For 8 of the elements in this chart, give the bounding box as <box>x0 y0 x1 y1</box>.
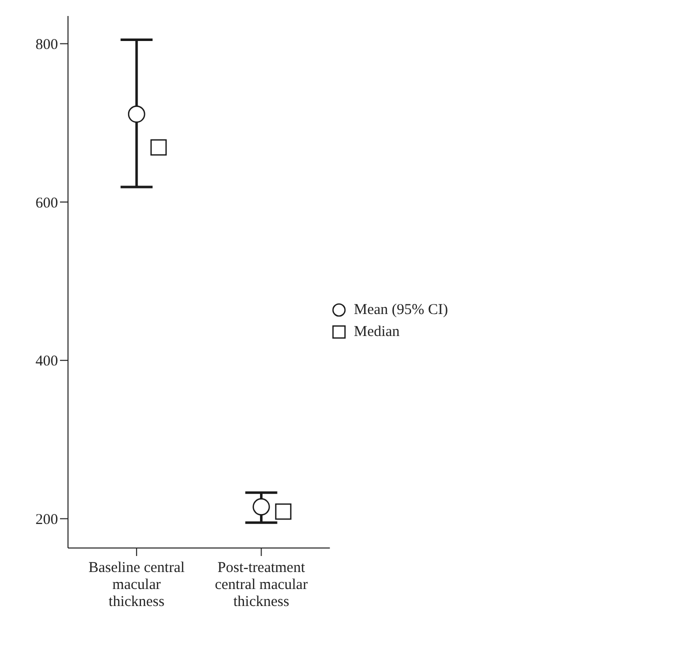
y-tick-label: 200 <box>36 512 58 528</box>
x-tick-label: Post-treatment central macular thickness <box>214 560 308 610</box>
legend-label: Mean (95% CI) <box>354 302 448 318</box>
legend-label: Median <box>354 324 400 340</box>
y-tick-label: 800 <box>36 37 58 54</box>
y-tick-label: 600 <box>36 195 58 212</box>
y-tick-label: 400 <box>36 354 58 370</box>
x-tick-label: Baseline central macular thickness <box>88 560 185 610</box>
